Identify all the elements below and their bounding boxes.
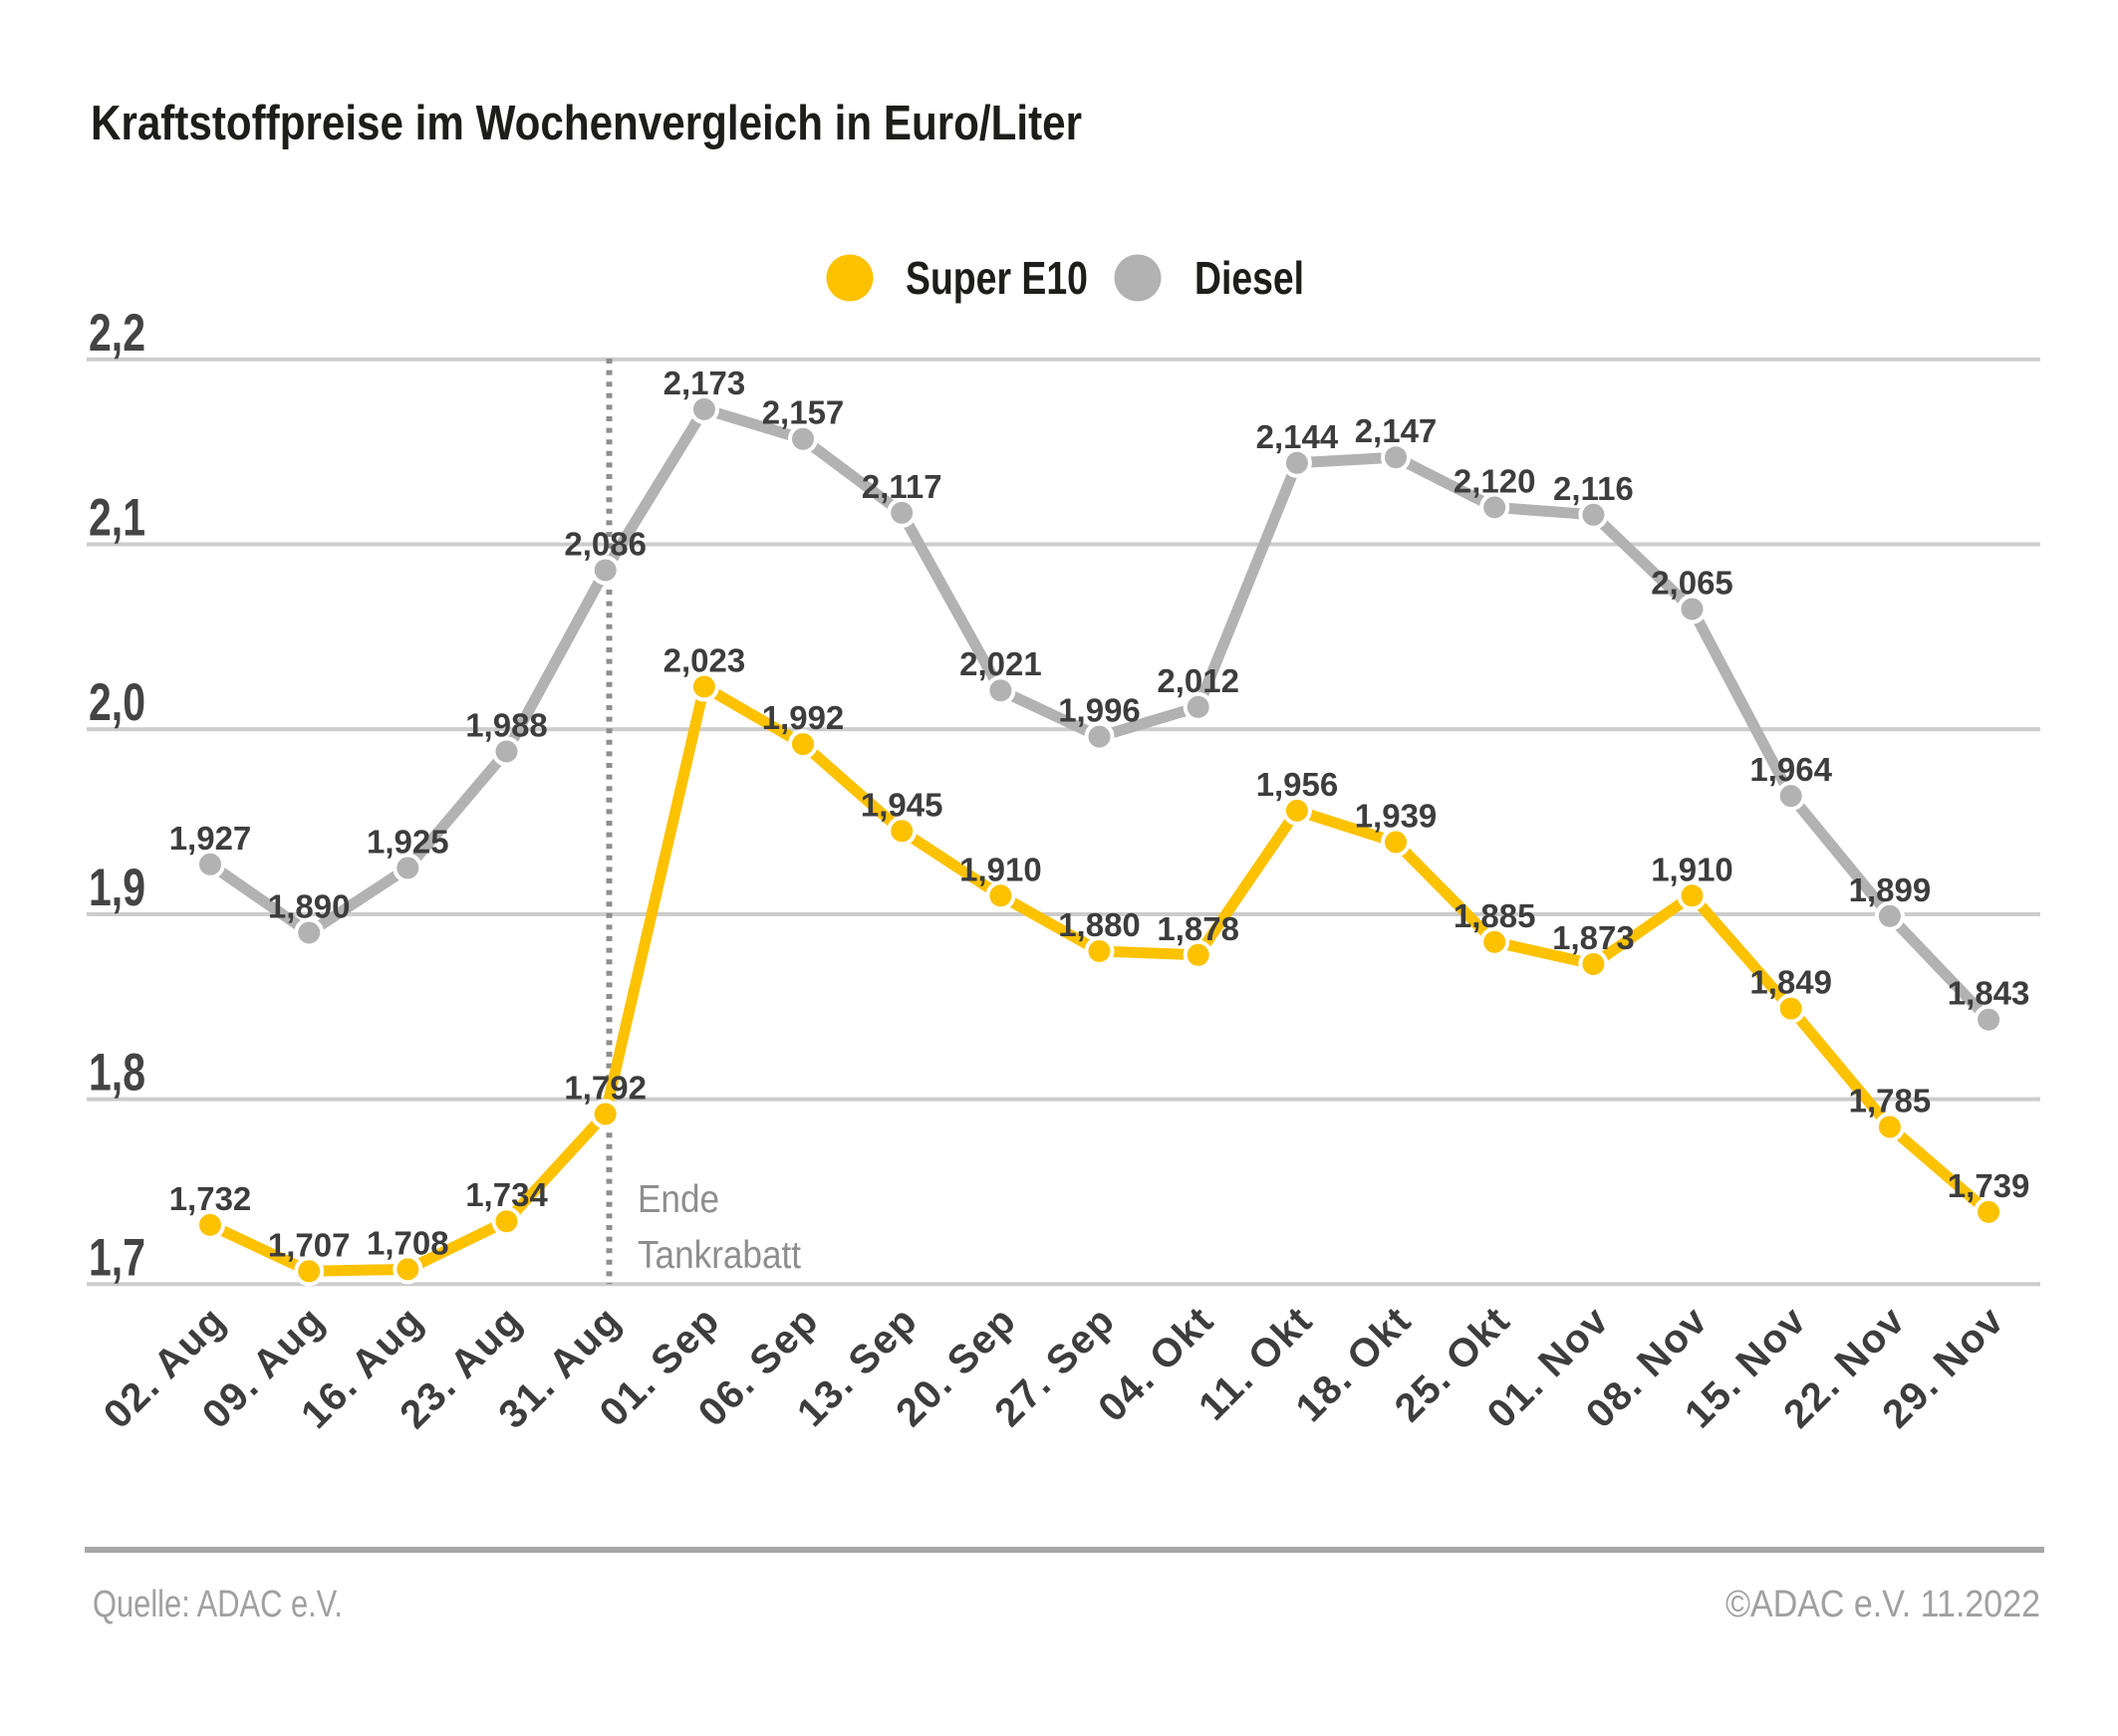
svg-text:Super E10: Super E10 bbox=[906, 252, 1088, 304]
svg-text:1,945: 1,945 bbox=[861, 786, 943, 823]
svg-text:1,785: 1,785 bbox=[1849, 1083, 1932, 1119]
svg-text:Tankrabatt: Tankrabatt bbox=[638, 1234, 801, 1277]
svg-text:1,878: 1,878 bbox=[1157, 910, 1239, 947]
svg-text:1,873: 1,873 bbox=[1552, 919, 1635, 956]
svg-text:1,899: 1,899 bbox=[1849, 871, 1932, 908]
svg-text:1,964: 1,964 bbox=[1749, 751, 1832, 788]
svg-text:1,992: 1,992 bbox=[762, 699, 845, 736]
svg-text:1,843: 1,843 bbox=[1948, 975, 2030, 1012]
svg-text:2,0: 2,0 bbox=[89, 673, 145, 732]
svg-text:2,120: 2,120 bbox=[1454, 462, 1536, 499]
svg-text:2,065: 2,065 bbox=[1651, 565, 1733, 602]
svg-text:2,173: 2,173 bbox=[663, 365, 746, 401]
svg-text:Diesel: Diesel bbox=[1194, 252, 1304, 304]
svg-text:1,792: 1,792 bbox=[564, 1070, 647, 1107]
svg-text:2,1: 2,1 bbox=[89, 489, 145, 548]
svg-text:1,885: 1,885 bbox=[1454, 897, 1536, 934]
svg-text:©ADAC e.V. 11.2022: ©ADAC e.V. 11.2022 bbox=[1725, 1584, 2040, 1625]
svg-text:2,012: 2,012 bbox=[1157, 662, 1239, 699]
svg-text:2,086: 2,086 bbox=[564, 526, 647, 563]
svg-text:1,925: 1,925 bbox=[367, 824, 449, 861]
svg-text:2,147: 2,147 bbox=[1355, 412, 1438, 449]
svg-text:1,910: 1,910 bbox=[959, 851, 1042, 887]
svg-text:2,021: 2,021 bbox=[959, 645, 1042, 682]
svg-text:1,708: 1,708 bbox=[367, 1224, 449, 1261]
svg-text:1,880: 1,880 bbox=[1058, 906, 1141, 943]
svg-text:Ende: Ende bbox=[638, 1178, 719, 1221]
svg-text:Kraftstoffpreise im Wochenverg: Kraftstoffpreise im Wochenvergleich in E… bbox=[91, 97, 1082, 150]
svg-text:1,707: 1,707 bbox=[268, 1226, 351, 1263]
svg-text:1,849: 1,849 bbox=[1749, 964, 1832, 1001]
svg-text:2,2: 2,2 bbox=[89, 304, 145, 363]
svg-text:1,927: 1,927 bbox=[169, 820, 252, 857]
svg-text:2,117: 2,117 bbox=[862, 468, 942, 505]
svg-text:1,996: 1,996 bbox=[1058, 692, 1141, 729]
svg-text:1,8: 1,8 bbox=[89, 1044, 145, 1103]
svg-text:Quelle: ADAC e.V.: Quelle: ADAC e.V. bbox=[93, 1584, 343, 1625]
svg-text:2,157: 2,157 bbox=[762, 394, 845, 431]
svg-text:1,890: 1,890 bbox=[268, 888, 351, 925]
svg-text:1,956: 1,956 bbox=[1256, 766, 1339, 803]
svg-text:1,732: 1,732 bbox=[169, 1180, 252, 1217]
svg-text:1,910: 1,910 bbox=[1651, 851, 1733, 887]
svg-text:1,9: 1,9 bbox=[89, 859, 145, 917]
svg-text:2,144: 2,144 bbox=[1256, 418, 1339, 455]
svg-text:1,7: 1,7 bbox=[89, 1228, 145, 1287]
svg-text:2,116: 2,116 bbox=[1553, 470, 1634, 507]
svg-text:1,939: 1,939 bbox=[1355, 798, 1438, 835]
svg-text:1,988: 1,988 bbox=[465, 707, 548, 744]
svg-text:1,734: 1,734 bbox=[465, 1176, 548, 1213]
svg-text:1,739: 1,739 bbox=[1948, 1167, 2030, 1204]
svg-text:2,023: 2,023 bbox=[663, 642, 746, 679]
